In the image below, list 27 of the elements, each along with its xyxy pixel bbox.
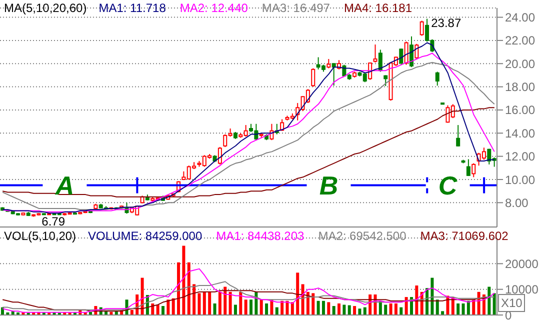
annotation: A: [54, 170, 74, 200]
annotation: C: [438, 170, 458, 200]
annotation: B: [319, 170, 338, 200]
y-tick-label: 14.00: [505, 126, 536, 140]
y-tick-label: 8.00: [505, 196, 529, 210]
y-tick-label: 12.00: [505, 150, 536, 164]
annotation: 6.79: [42, 214, 66, 229]
y-tick-label: 20.00: [505, 56, 536, 71]
annotation: 23.87: [431, 16, 462, 30]
y-tick-label: 16.00: [505, 103, 536, 118]
y-tick-label: 18.00: [505, 80, 536, 94]
series-label: VOLUME: 84259.000: [88, 229, 202, 243]
y-tick-label: 20000: [505, 256, 539, 271]
text: MA1: 11.718: [98, 1, 166, 15]
legend-title: MA(5,10,20,60): [4, 1, 87, 15]
text: MA1: 84438.203: [216, 229, 304, 243]
y-tick-label: 22.00: [505, 34, 536, 48]
text: MA3: 71069.602: [420, 229, 508, 243]
text: MA3: 16.497: [262, 1, 330, 15]
text: MA2: 69542.500: [318, 229, 406, 243]
y-tick-label: 24.00: [505, 10, 536, 25]
y-tick-label: 10000: [505, 282, 539, 297]
legend-title: VOL(5,10,20): [4, 229, 76, 243]
text: MA4: 16.181: [344, 1, 412, 15]
text: X10: [498, 294, 526, 312]
text: MA2: 12.440: [180, 1, 248, 15]
y-tick-label: 10.00: [505, 172, 536, 187]
